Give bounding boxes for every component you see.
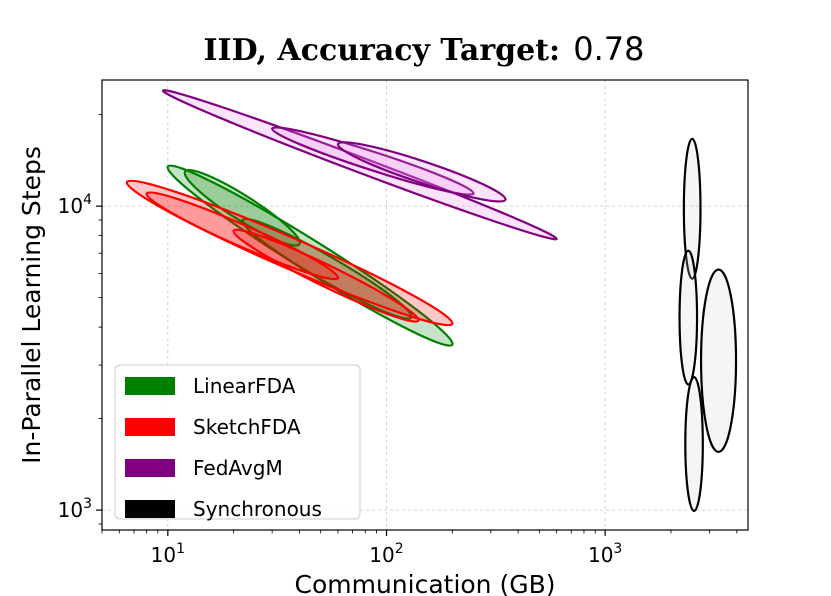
kde-region-synchronous-1 [678,249,699,386]
x-tick-label-1: 102 [369,541,403,567]
legend-label-fedavgm: FedAvgM [193,456,283,480]
chart-title-prefix: IID, Accuracy Target: [204,33,561,68]
chart-title-value: 0.78 [573,30,644,68]
chart-title: IID, Accuracy Target: 0.78 [204,30,645,68]
y-axis-label: In-Parallel Learning Steps [17,146,46,464]
legend-swatch-sketchfda [125,418,175,436]
legend-frame [114,364,361,520]
x-tick-label-0: 101 [151,541,185,567]
legend-label-synchronous: Synchronous [193,497,322,521]
x-tick-label-2: 103 [588,541,622,567]
legend-swatch-fedavgm [125,459,175,477]
legend-label-linearfda: LinearFDA [193,374,296,398]
axis-ticks: 101 102 103 103 104 [58,114,738,567]
y-tick-label-0: 103 [58,496,92,522]
kde-region-synchronous-2 [684,376,704,512]
kde-region-synchronous-3 [699,268,738,454]
x-axis-label: Communication (GB) [294,570,555,596]
kde-region-sketchfda-1 [145,191,340,281]
kde-region-fedavgm-1 [271,126,475,196]
plot-frame [101,79,749,531]
kde-regions [125,89,738,512]
legend-swatch-linearfda [125,377,175,395]
legend-label-sketchfda: SketchFDA [193,415,301,439]
legend-swatch-synchronous [125,500,175,518]
kde-region-fedavgm-2 [336,141,507,203]
kde-region-synchronous-0 [682,137,702,280]
kde-region-sketchfda-2 [232,228,420,323]
legend: LinearFDA SketchFDA FedAvgM Synchronous [114,364,361,521]
y-tick-label-1: 104 [58,192,92,218]
kde-region-fedavgm-0 [161,89,558,241]
